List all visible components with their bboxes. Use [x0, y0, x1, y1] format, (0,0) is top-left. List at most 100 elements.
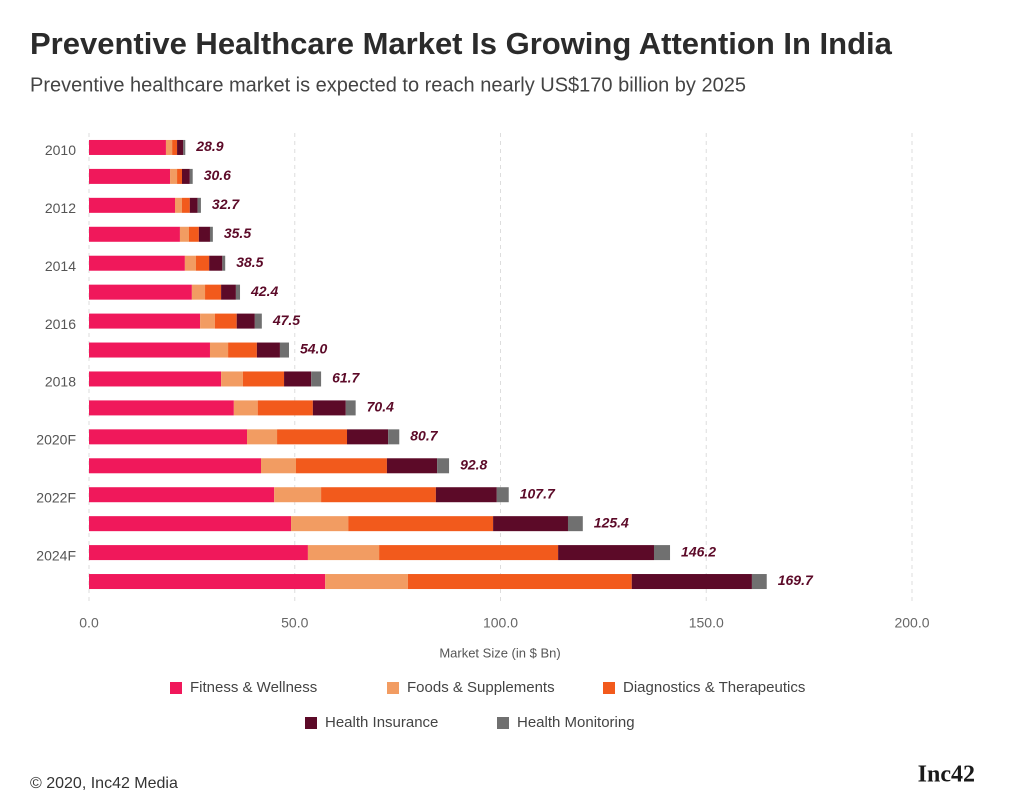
bar-segment: [89, 545, 308, 561]
bar-segment: [388, 429, 400, 445]
x-tick-label: 150.0: [689, 615, 724, 631]
bar-segment: [347, 429, 389, 445]
bar-segment: [312, 400, 346, 416]
bar-segment: [493, 516, 568, 532]
bar-segment: [181, 197, 190, 213]
total-label: 28.9: [195, 138, 223, 154]
x-tick-label: 50.0: [281, 615, 308, 631]
bar-segment: [379, 545, 559, 561]
total-label: 125.4: [594, 514, 629, 530]
x-tick-label: 100.0: [483, 615, 518, 631]
bar-segment: [209, 255, 223, 271]
chart-subtitle: Preventive healthcare market is expected…: [30, 74, 746, 96]
bar-segment: [183, 139, 186, 155]
bar-segment: [177, 139, 184, 155]
y-tick-label: 2018: [45, 374, 76, 390]
total-label: 80.7: [410, 428, 438, 444]
chart-title: Preventive Healthcare Market Is Growing …: [30, 26, 893, 61]
bar-segment: [89, 487, 275, 503]
bar-segment: [277, 429, 348, 445]
bar-segment: [89, 458, 262, 474]
bar-segment: [307, 545, 380, 561]
bar-segment: [631, 574, 752, 590]
bar-segment: [321, 487, 436, 503]
bar-segment: [89, 139, 166, 155]
total-label: 107.7: [520, 485, 556, 501]
footer: © 2020, Inc42 Media: [30, 775, 178, 792]
bar-segment: [89, 342, 210, 358]
bar-segment: [291, 516, 349, 532]
bar-segment: [188, 226, 199, 242]
bar-segment: [181, 168, 190, 184]
bar-segment: [386, 458, 438, 474]
bar-segment: [279, 342, 289, 358]
bar-segment: [256, 342, 280, 358]
bar-segment: [407, 574, 632, 590]
bar-segment: [170, 168, 178, 184]
bar-segment: [195, 255, 210, 271]
bar-segment: [242, 371, 285, 387]
y-tick-label: 2012: [45, 200, 76, 216]
bar-segment: [209, 226, 213, 242]
bar-segment: [189, 197, 198, 213]
legend-label: Diagnostics & Therapeutics: [623, 679, 805, 696]
bar-segment: [89, 516, 292, 532]
y-tick-label: 2022F: [36, 489, 76, 505]
bar-segment: [89, 400, 234, 416]
total-label: 146.2: [681, 543, 716, 559]
bar-segment: [274, 487, 322, 503]
y-tick-label: 2024F: [36, 547, 76, 563]
bar-segment: [348, 516, 494, 532]
bar-segment: [191, 284, 206, 300]
bar-segment: [254, 313, 262, 329]
total-label: 169.7: [778, 572, 814, 588]
bar-segment: [172, 139, 178, 155]
total-label: 30.6: [204, 167, 231, 183]
legend-swatch: [305, 717, 317, 729]
legend-swatch: [603, 682, 615, 694]
total-label: 47.5: [272, 312, 300, 328]
total-label: 61.7: [332, 370, 360, 386]
bar-segment: [165, 139, 173, 155]
total-label: 54.0: [300, 341, 327, 357]
total-label: 38.5: [236, 254, 263, 270]
bar-segment: [221, 371, 243, 387]
bar-segment: [177, 168, 182, 184]
bar-segment: [197, 197, 201, 213]
logo: Inc42: [918, 762, 975, 788]
bar-segment: [209, 342, 229, 358]
bar-segment: [89, 284, 192, 300]
bar-segment: [89, 197, 176, 213]
bar-segment: [435, 487, 497, 503]
bar-segment: [200, 313, 215, 329]
bar-segment: [295, 458, 387, 474]
bar-segment: [198, 226, 210, 242]
legend-label: Health Monitoring: [517, 714, 635, 731]
bar-segment: [228, 342, 257, 358]
y-tick-label: 2014: [45, 258, 76, 274]
x-tick-label: 200.0: [894, 615, 929, 631]
bar-segment: [89, 255, 185, 271]
bar-segment: [261, 458, 296, 474]
bar-segment: [751, 574, 767, 590]
total-label: 32.7: [212, 196, 240, 212]
legend-label: Health Insurance: [325, 714, 438, 731]
bar-segment: [247, 429, 278, 445]
legend-swatch: [497, 717, 509, 729]
bar-segment: [496, 487, 509, 503]
bar-segment: [189, 168, 193, 184]
bar-segment: [89, 226, 180, 242]
bar-segment: [179, 226, 189, 242]
total-label: 70.4: [367, 399, 394, 415]
bar-segment: [205, 284, 222, 300]
bar-segment: [325, 574, 408, 590]
bar-segment: [567, 516, 583, 532]
y-tick-label: 2010: [45, 142, 76, 158]
bar-segment: [558, 545, 654, 561]
bar-segment: [233, 400, 258, 416]
y-tick-label: 2016: [45, 316, 76, 332]
x-tick-label: 0.0: [79, 615, 99, 631]
total-label: 92.8: [460, 456, 487, 472]
y-tick-label: 2020F: [36, 432, 76, 448]
